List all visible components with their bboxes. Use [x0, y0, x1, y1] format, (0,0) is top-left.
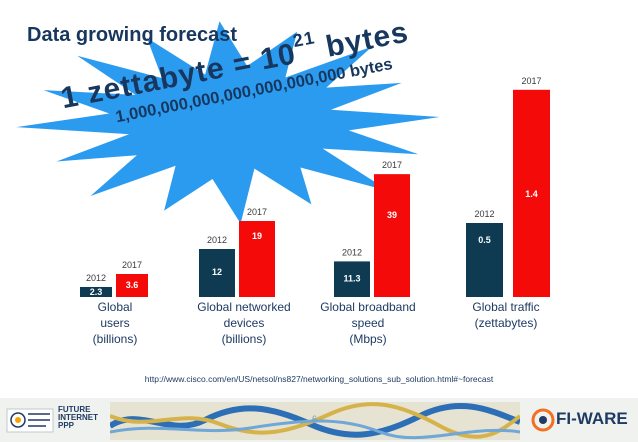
bar-year-label: 2012 — [207, 235, 227, 245]
bar-2012-group-3 — [466, 223, 503, 297]
source-url[interactable]: http://www.cisco.com/en/US/netsol/ns827/… — [144, 374, 494, 384]
future-internet-logo-icon — [6, 408, 54, 433]
bar-year-label: 2012 — [342, 247, 362, 257]
bar-year-label: 2017 — [521, 76, 541, 86]
bar-2017-group-0 — [116, 274, 148, 297]
bar-2012-group-2 — [334, 261, 370, 297]
category-label-line: devices — [223, 316, 265, 330]
bar-value-label: 12 — [212, 267, 222, 277]
bar-value-label: 11.3 — [343, 274, 360, 284]
bar-year-label: 2017 — [382, 160, 402, 170]
bar-2017-group-1 — [239, 221, 275, 297]
bar-year-label: 2017 — [122, 260, 142, 270]
bar-charts: 2.3 2012 3.6 2017 12 2012 19 2017 11.3 2012 39 2017… — [80, 76, 550, 297]
decorative-wave-band — [110, 402, 520, 440]
bar-year-label: 2012 — [474, 209, 494, 219]
future-internet-text: FUTURE INTERNET PPP — [58, 405, 98, 430]
slide-number: 6 — [312, 414, 318, 424]
category-label-line: Global networked — [197, 300, 291, 314]
bar-value-label: 39 — [387, 210, 397, 220]
category-label-line: speed — [351, 316, 385, 330]
category-label-line: (billions) — [221, 332, 267, 346]
category-label: Global broadband speed (Mbps) — [312, 299, 424, 347]
bar-value-label: 1.4 — [525, 189, 538, 199]
fiware-logo-icon — [531, 408, 555, 432]
category-label-line: (billions) — [92, 332, 138, 346]
bar-value-label: 2.3 — [90, 287, 103, 297]
bar-2017-group-3 — [513, 89, 550, 297]
page-title: Data growing forecast — [27, 24, 238, 46]
starburst-shape — [16, 21, 440, 224]
bar-value-label: 0.5 — [478, 235, 491, 245]
category-label-line: Global broadband — [320, 300, 416, 314]
bar-year-label: 2017 — [247, 207, 267, 217]
bar-2012-group-0 — [80, 287, 112, 297]
bar-2012-group-1 — [199, 249, 235, 297]
category-label: Global users (billions) — [60, 299, 170, 347]
bar-year-label: 2012 — [86, 273, 106, 283]
category-label-line: (zettabytes) — [474, 316, 538, 330]
category-label-line: (Mbps) — [349, 332, 387, 346]
fiware-logo-text: FI-WARE — [556, 409, 628, 428]
bar-2017-group-2 — [374, 174, 410, 297]
category-label: Global traffic (zettabytes) — [449, 299, 563, 331]
category-label-line: users — [100, 316, 130, 330]
category-label-line: Global traffic — [472, 300, 540, 314]
category-label: Global networked devices (billions) — [186, 299, 302, 347]
bar-value-label: 19 — [252, 231, 262, 241]
category-label-line: Global — [97, 300, 133, 314]
bar-value-label: 3.6 — [126, 280, 139, 290]
